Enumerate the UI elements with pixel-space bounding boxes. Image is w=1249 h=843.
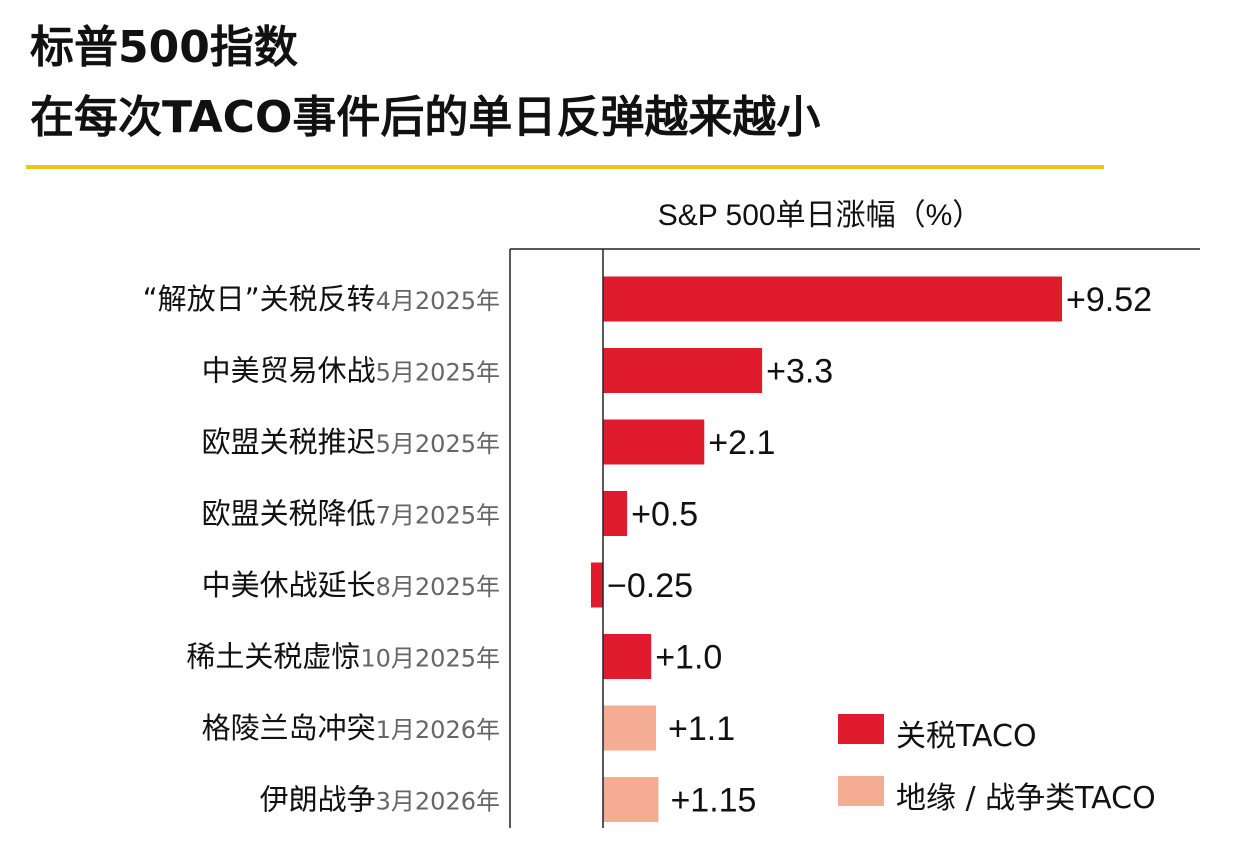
legend-label-tariff: 关税TACO: [896, 719, 1037, 754]
bar-value-label: +1.0: [655, 639, 722, 677]
bar-value-label: +1.1: [668, 710, 735, 748]
bar-value-label: +1.15: [670, 782, 756, 820]
legend-label-geo: 地缘 / 战争类TACO: [896, 781, 1156, 816]
category-label: 欧盟关税降低7月2025年: [202, 497, 500, 531]
bar: [603, 777, 659, 822]
title-underline: [26, 165, 1104, 169]
x-axis-label: S&P 500单日涨幅（%）: [657, 199, 983, 232]
bar-value-label: −0.25: [607, 567, 693, 605]
category-label: “解放日”关税反转4月2025年: [143, 282, 500, 316]
chart-title-line-1: 标普500指数: [30, 22, 298, 73]
bar: [603, 491, 628, 536]
bar: [603, 705, 657, 751]
bar: [590, 562, 603, 608]
bar-value-label: +0.5: [631, 496, 698, 534]
bar: [603, 419, 705, 465]
bar-value-label: +2.1: [708, 424, 775, 462]
bar: [603, 634, 652, 679]
legend-swatch-tariff: [838, 714, 884, 744]
category-label: 中美贸易休战5月2025年: [202, 354, 500, 388]
category-label: 格陵兰岛冲突1月2026年: [202, 711, 500, 745]
bar: [603, 276, 1062, 322]
bar-value-label: +9.52: [1066, 281, 1152, 319]
bar-value-label: +3.3: [766, 353, 833, 391]
bar: [603, 348, 763, 393]
chart-title-line-2: 在每次TACO事件后的单日反弹越来越小: [30, 92, 821, 143]
category-label: 伊朗战争3月2026年: [260, 783, 500, 817]
category-label: 中美休战延长8月2025年: [202, 568, 500, 602]
category-label: 稀土关税虚惊10月2025年: [186, 640, 500, 674]
category-label: 欧盟关税推迟5月2025年: [202, 425, 500, 459]
legend-swatch-geo: [838, 776, 884, 806]
